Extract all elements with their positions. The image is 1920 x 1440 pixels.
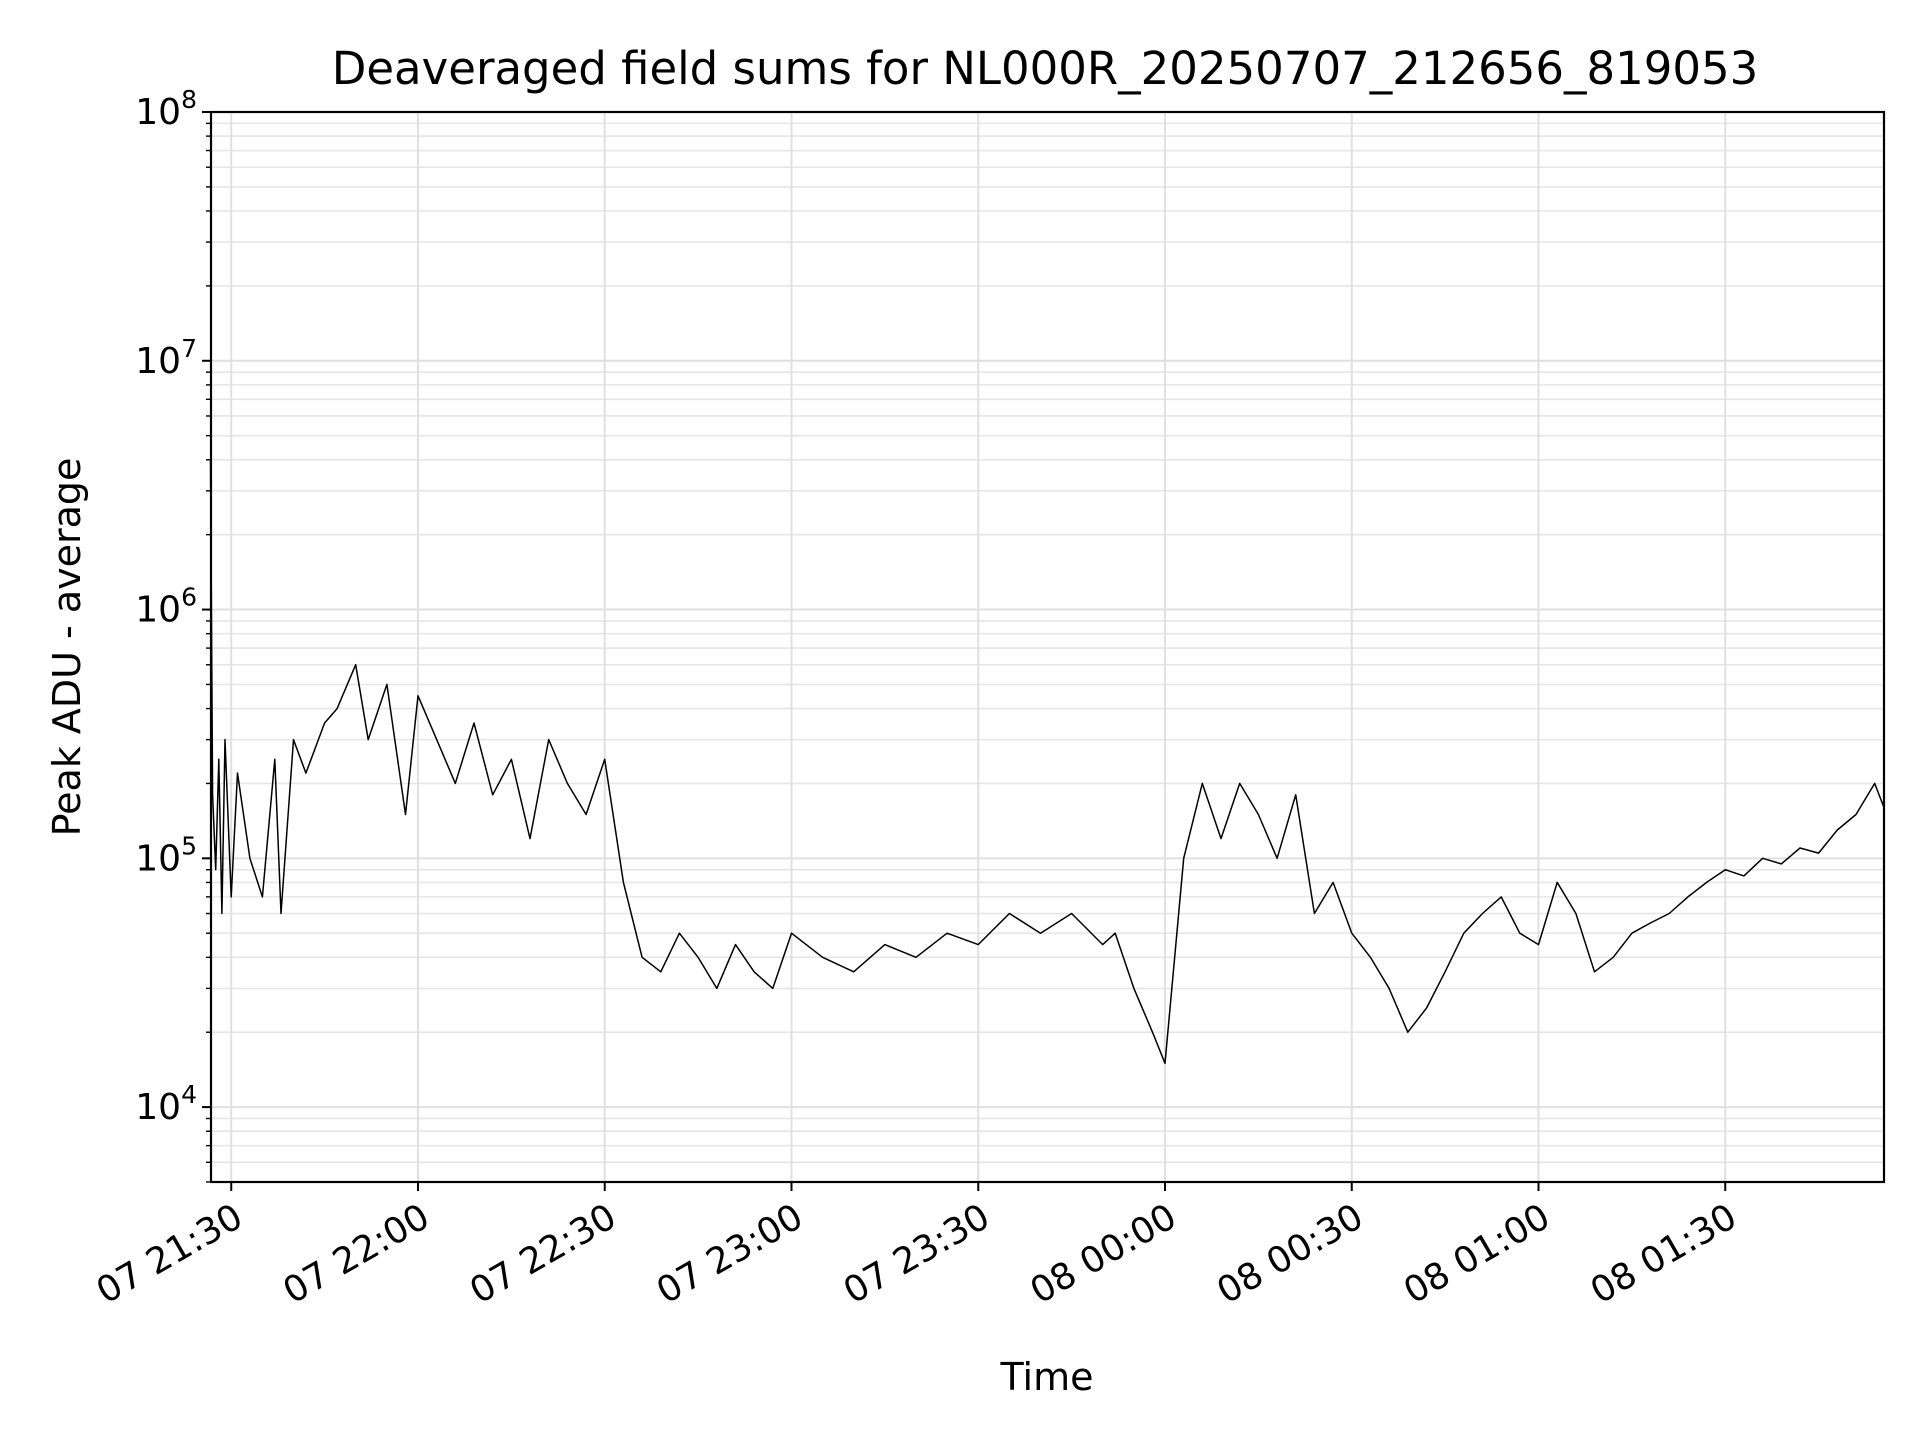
- series-line: [209, 459, 1885, 1065]
- plot-frame: [209, 110, 1886, 1184]
- y-axis-label: Peak ADU - average: [45, 458, 89, 837]
- chart-title: Deaveraged field sums for NL000R_2025070…: [332, 42, 1759, 95]
- y-tick-label: 105: [135, 831, 197, 879]
- x-axis-label: Time: [1000, 1355, 1094, 1399]
- plot-area: [209, 459, 1885, 1065]
- y-tick-label: 104: [135, 1080, 197, 1128]
- y-tick-label: 106: [135, 583, 197, 631]
- y-tick-label: 108: [135, 85, 197, 133]
- y-tick-label: 107: [135, 334, 197, 382]
